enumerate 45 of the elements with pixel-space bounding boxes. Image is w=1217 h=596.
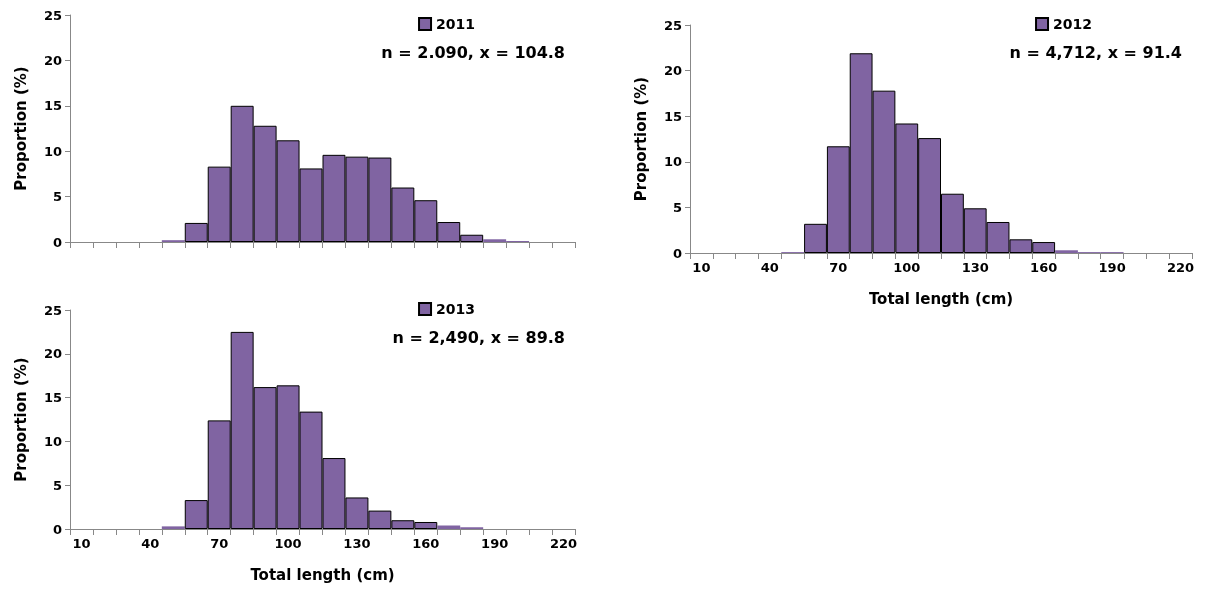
y-tick-label: 5 [52, 189, 62, 205]
y-tick-label: 10 [43, 143, 62, 159]
y-tick-label: 15 [43, 98, 62, 114]
x-tick-label: 130 [343, 536, 371, 551]
x-tick-label: 70 [210, 536, 229, 551]
y-tick-label: 0 [672, 245, 682, 261]
y-tick-label: 25 [663, 17, 682, 33]
x-tick-label: 40 [760, 260, 779, 275]
y-tick-label: 10 [43, 433, 62, 449]
x-tick-label: 70 [829, 260, 848, 275]
x-tick-label: 220 [1167, 260, 1195, 275]
x-tick-label: 220 [549, 536, 578, 551]
y-tick-label: 25 [43, 7, 62, 23]
y-axis-title: Proportion (%) [11, 357, 30, 482]
x-tick-label: 160 [1030, 260, 1058, 275]
y-axis-title: Proportion (%) [631, 76, 650, 202]
x-tick-label: 160 [412, 536, 440, 551]
legend-label: 2012 [1053, 16, 1092, 32]
y-tick-label: 20 [43, 52, 62, 68]
x-tick-label: 190 [1098, 260, 1126, 275]
y-tick-label: 10 [663, 154, 682, 170]
y-tick-label: 20 [663, 63, 682, 79]
x-tick-label: 10 [72, 536, 91, 551]
y-tick-label: 20 [43, 346, 62, 362]
y-tick-label: 0 [52, 234, 62, 250]
annotation: n = 4,712, x = 91.4 [1009, 42, 1183, 62]
y-tick-label: 15 [43, 390, 62, 406]
y-tick-label: 25 [43, 302, 62, 318]
y-tick-label: 5 [672, 199, 682, 215]
x-axis-title: Total length (cm) [250, 565, 395, 584]
y-tick-label: 0 [52, 521, 62, 537]
x-tick-label: 190 [481, 536, 509, 551]
x-tick-label: 100 [893, 260, 921, 275]
x-axis-title: Total length (cm) [868, 289, 1014, 308]
x-tick-label: 100 [274, 536, 302, 551]
legend-label: 2013 [436, 301, 475, 317]
x-tick-label: 130 [961, 260, 989, 275]
y-tick-label: 5 [52, 477, 62, 493]
x-tick-label: 40 [141, 536, 160, 551]
x-tick-label: 10 [692, 260, 711, 275]
y-tick-label: 15 [663, 108, 682, 124]
annotation: n = 2,490, x = 89.8 [392, 327, 566, 347]
y-axis-title: Proportion (%) [11, 66, 30, 191]
legend-label: 2011 [436, 16, 475, 32]
annotation: n = 2.090, x = 104.8 [381, 42, 565, 62]
